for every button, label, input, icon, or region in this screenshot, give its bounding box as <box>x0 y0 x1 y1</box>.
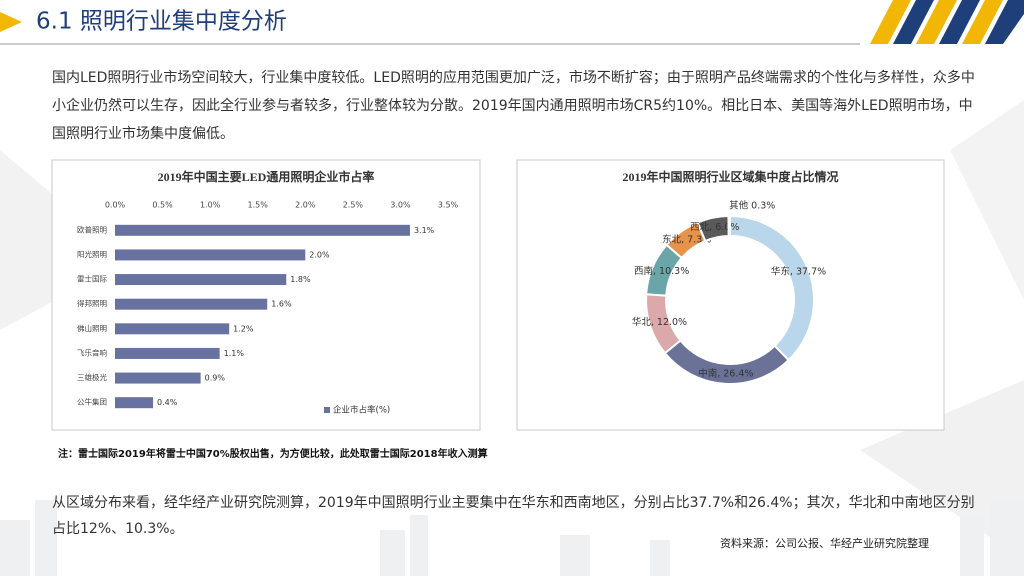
x-tick-label: 0.0% <box>105 201 126 210</box>
y-tick-label: 佛山照明 <box>77 323 107 333</box>
bar <box>115 298 268 310</box>
x-tick-label: 0.5% <box>152 201 173 210</box>
value-label: 华东, 37.7% <box>771 266 826 278</box>
chart-title: 2019年中国主要LED通用照明企业市占率 <box>158 169 375 184</box>
bar <box>115 323 230 335</box>
value-label: 0.4% <box>157 398 178 407</box>
paragraph: 国内LED照明行业市场空间较大，行业集中度较低。LED照明的应用范围更加广泛，市… <box>52 70 975 142</box>
header-triangle <box>0 12 22 32</box>
chart-title: 2019年中国照明行业区域集中度占比情况 <box>622 169 838 184</box>
bar <box>115 224 410 236</box>
value-label: 西北, 6.0% <box>690 222 739 233</box>
value-label: 1.6% <box>271 300 292 309</box>
y-tick-label: 阳光照明 <box>77 249 107 259</box>
header-title: 6.1 照明行业集中度分析 <box>36 9 287 35</box>
value-label: 东北, 7.3% <box>662 233 711 245</box>
x-tick-label: 2.0% <box>295 201 316 210</box>
value-label: 0.9% <box>205 374 226 383</box>
x-tick-label: 2.5% <box>343 201 364 210</box>
note: 注：雷士国际2019年将雷士中国70%股权出售，为方便比较，此处取雷士国际201… <box>58 449 488 460</box>
y-tick-label: 公牛集团 <box>77 397 107 407</box>
value-label: 3.1% <box>414 226 435 235</box>
source: 资料来源：公司公报、华经产业研究院整理 <box>720 537 929 550</box>
value-label: 1.2% <box>233 324 254 333</box>
header-stripes <box>870 0 1024 44</box>
y-tick-label: 飞乐音响 <box>77 347 107 357</box>
legend-label: 企业市占率(%) <box>333 405 390 416</box>
value-label: 2.0% <box>309 250 330 259</box>
x-tick-label: 1.5% <box>248 201 269 210</box>
value-label: 其他 0.3% <box>729 200 775 212</box>
skyline <box>0 500 1024 576</box>
value-label: 西南, 10.3% <box>634 265 689 277</box>
value-label: 1.1% <box>224 349 245 358</box>
value-label: 中南, 26.4% <box>698 367 753 379</box>
y-tick-label: 欧普照明 <box>77 224 107 234</box>
y-tick-label: 得邦照明 <box>77 298 107 308</box>
x-tick-label: 3.5% <box>438 201 459 210</box>
bar <box>115 347 220 359</box>
legend-swatch <box>324 407 330 413</box>
bar <box>115 397 154 409</box>
y-tick-label: 三雄极光 <box>77 372 107 382</box>
paragraph: 从区域分布来看，经华经产业研究院测算，2019年中国照明行业主要集中在华东和西南… <box>52 495 975 537</box>
pie-slice <box>727 214 731 238</box>
value-label: 华北, 12.0% <box>632 316 687 328</box>
bar <box>115 249 306 261</box>
bar <box>115 274 287 286</box>
x-tick-label: 3.0% <box>390 201 411 210</box>
chart-panel <box>51 159 481 431</box>
bar <box>115 372 201 384</box>
value-label: 1.8% <box>290 275 311 284</box>
decor <box>950 100 1024 300</box>
x-tick-label: 1.0% <box>200 201 221 210</box>
y-tick-label: 雷士国际 <box>77 274 107 284</box>
